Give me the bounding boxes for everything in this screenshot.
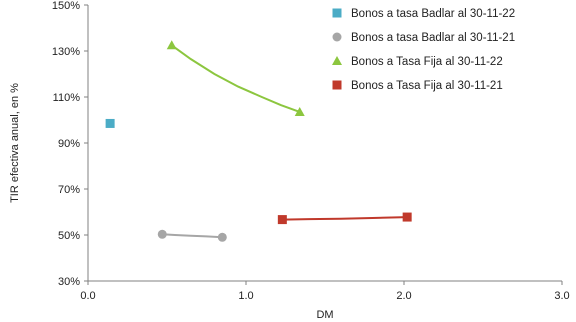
series-trend-line bbox=[171, 44, 301, 113]
series-3 bbox=[277, 212, 412, 225]
y-tick-label: 90% bbox=[58, 138, 80, 150]
legend-swatch bbox=[332, 8, 342, 18]
data-point bbox=[157, 229, 167, 239]
x-axis-title: DM bbox=[316, 309, 333, 321]
x-tick-label: 3.0 bbox=[554, 290, 569, 302]
y-tick-label: 150% bbox=[52, 0, 80, 12]
legend-label: Bonos a tasa Badlar al 30-11-21 bbox=[351, 32, 515, 44]
legend-item: Bonos a Tasa Fija al 30-11-21 bbox=[332, 80, 503, 92]
y-axis: 30% 50% 70% 90% 110% 130% 150% bbox=[52, 0, 88, 288]
x-tick-label: 0.0 bbox=[80, 290, 95, 302]
legend-item: Bonos a tasa Badlar al 30-11-21 bbox=[332, 32, 515, 44]
y-tick-label: 70% bbox=[58, 184, 80, 196]
y-tick-label: 110% bbox=[53, 92, 81, 104]
series-trend-line bbox=[162, 233, 223, 239]
data-point bbox=[105, 118, 115, 128]
legend-label: Bonos a tasa Badlar al 30-11-22 bbox=[351, 8, 515, 20]
legend-label: Bonos a Tasa Fija al 30-11-22 bbox=[351, 56, 503, 68]
data-point bbox=[166, 40, 177, 50]
legend: Bonos a tasa Badlar al 30-11-22 Bonos a t… bbox=[332, 8, 515, 92]
data-point bbox=[277, 215, 287, 225]
legend-item: Bonos a tasa Badlar al 30-11-22 bbox=[332, 8, 515, 20]
y-axis-title: TIR efectiva anual, en % bbox=[9, 83, 21, 203]
series-0 bbox=[105, 118, 115, 128]
series-trend-line bbox=[282, 216, 408, 221]
x-tick-label: 1.0 bbox=[238, 290, 253, 302]
legend-label: Bonos a Tasa Fija al 30-11-21 bbox=[351, 80, 503, 92]
series-2 bbox=[166, 40, 305, 116]
y-tick-label: 50% bbox=[58, 230, 80, 242]
plot-area bbox=[105, 40, 412, 242]
data-point bbox=[217, 232, 227, 242]
y-tick-label: 30% bbox=[58, 276, 80, 288]
legend-swatch bbox=[332, 32, 342, 42]
series-1 bbox=[157, 229, 227, 242]
legend-item: Bonos a Tasa Fija al 30-11-22 bbox=[332, 56, 503, 68]
y-tick-label: 130% bbox=[52, 46, 80, 58]
legend-swatch bbox=[332, 56, 342, 65]
data-point bbox=[294, 106, 305, 116]
x-axis: 0.0 1.0 2.0 3.0 bbox=[80, 281, 570, 302]
x-tick-label: 2.0 bbox=[396, 290, 411, 302]
legend-swatch bbox=[332, 80, 342, 90]
data-point bbox=[402, 212, 412, 222]
